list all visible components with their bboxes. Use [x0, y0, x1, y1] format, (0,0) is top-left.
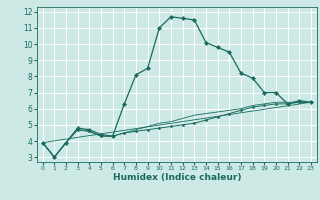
X-axis label: Humidex (Indice chaleur): Humidex (Indice chaleur): [113, 173, 241, 182]
